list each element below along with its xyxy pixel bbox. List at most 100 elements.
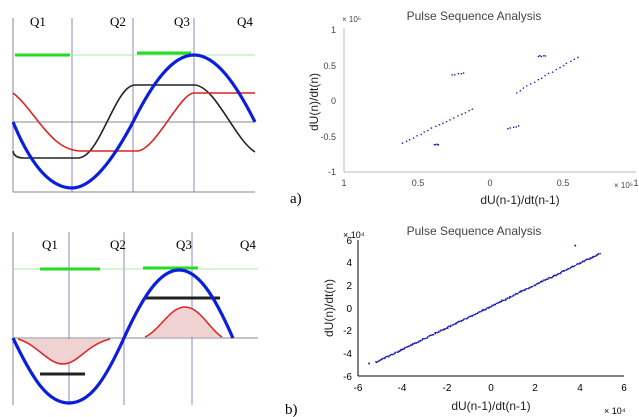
scatter-point [518, 291, 521, 293]
scatter-point [541, 280, 544, 283]
scatter-point [584, 259, 587, 261]
scatter-point [420, 133, 423, 136]
segment-label: Q3 [174, 14, 190, 29]
waveform-b: Q1 Q2 Q3 Q4 [11, 232, 258, 405]
scatter-point [411, 344, 414, 346]
scatter-point [457, 72, 460, 75]
scatter-point [581, 261, 583, 264]
y-multiplier: × 10⁴ [343, 230, 365, 240]
scatter-point [452, 117, 455, 119]
y-axis-label: dU(n)/dt(n) [307, 73, 321, 131]
x-tick-label: 0 [487, 178, 492, 188]
x-multiplier: × 10⁴ [604, 406, 626, 416]
scatter-point [449, 119, 451, 121]
scatter-point [490, 305, 493, 308]
scatter-point [426, 336, 429, 338]
scatter-point [491, 304, 493, 307]
segment-label: Q1 [30, 14, 46, 29]
scatter-point [486, 307, 489, 309]
scatter-point [418, 340, 420, 343]
scatter-point [443, 328, 446, 331]
scatter-point [542, 279, 545, 282]
red-pulse-positive [145, 307, 222, 337]
scatter-point [554, 274, 556, 277]
x-tick-label: 4 [577, 383, 583, 394]
y-multiplier: × 10⁵ [342, 15, 361, 24]
scatter-point [477, 312, 479, 314]
scatter-point [432, 333, 435, 336]
scatter-point [384, 356, 387, 359]
chart-title: Pulse Sequence Analysis [407, 224, 542, 238]
scatter-point [540, 77, 543, 80]
scatter-point [376, 361, 378, 363]
scatter-point [437, 144, 440, 146]
chart-title: Pulse Sequence Analysis [407, 9, 542, 23]
scatter-point [572, 265, 575, 268]
panel-label-a: a) [290, 191, 302, 207]
segment-label: Q1 [42, 237, 58, 252]
scatter-point [394, 351, 397, 354]
y-ticks: 1 0.5 0 -0.5 -1 [320, 25, 336, 177]
y-tick-label: -2 [343, 326, 352, 337]
y-tick-label: 0 [331, 96, 336, 106]
scatter-point [559, 66, 561, 69]
red-pulse-negative [18, 339, 110, 364]
scatter-point [531, 285, 534, 288]
scatter-point [472, 314, 474, 317]
x-tick-label: -2 [443, 383, 452, 394]
scatter-point [507, 127, 509, 130]
scatter-point [515, 126, 517, 128]
x-tick-label: 6 [621, 383, 627, 394]
scatter-point [596, 254, 598, 256]
segment-label: Q2 [110, 14, 126, 29]
segment-label: Q4 [237, 14, 253, 29]
scatter-point [599, 252, 601, 255]
scatter-point [413, 343, 415, 345]
scatter-point [597, 252, 600, 255]
scatter-point [522, 87, 525, 89]
scatter-point [388, 355, 390, 358]
scatter-point [538, 282, 541, 284]
y-axis-label: dU(n)/dt(n) [322, 279, 336, 337]
x-tick-label: 0 [488, 383, 494, 394]
scatter-point [515, 92, 518, 94]
scatter-point [502, 299, 505, 302]
y-tick-label: -0.5 [320, 132, 336, 142]
x-tick-label: -4 [398, 383, 407, 394]
scatter-point [569, 267, 571, 270]
scatter-point [576, 262, 579, 265]
scatter-point [593, 255, 596, 258]
scatter-point [445, 120, 448, 123]
x-ticks: 1 0.5 0 0.5 1 [341, 178, 638, 188]
y-tick-label: -1 [328, 167, 336, 177]
scatter-a-points [401, 54, 579, 146]
scatter-point [534, 284, 537, 286]
scatter-point [435, 125, 437, 128]
scatter-point [385, 355, 388, 358]
x-axis-label: dU(n-1)/dt(n-1) [480, 193, 559, 207]
scatter-point [423, 131, 426, 133]
scatter-point [540, 55, 543, 58]
scatter-point [586, 258, 588, 261]
scatter-point [574, 264, 576, 267]
scatter-point [495, 302, 498, 305]
scatter-point [509, 127, 512, 129]
scatter-point [405, 140, 408, 143]
scatter-point [461, 113, 463, 116]
y-tick-label: 1 [331, 25, 336, 35]
waveform-a: Q1 Q2 Q3 Q4 [11, 14, 257, 193]
scatter-point [447, 325, 450, 328]
scatter-point [544, 279, 547, 282]
y-tick-label: -4 [343, 349, 352, 360]
scatter-point [570, 60, 572, 63]
scatter-point [438, 123, 441, 126]
black-step-series [12, 84, 256, 159]
scatter-point [410, 343, 412, 346]
panel-label-b: b) [285, 402, 298, 417]
scatter-point [453, 323, 455, 326]
scatter-point [430, 127, 433, 129]
y-tick-label: 0 [346, 304, 352, 315]
scatter-point [557, 272, 560, 275]
scatter-point [547, 72, 550, 75]
